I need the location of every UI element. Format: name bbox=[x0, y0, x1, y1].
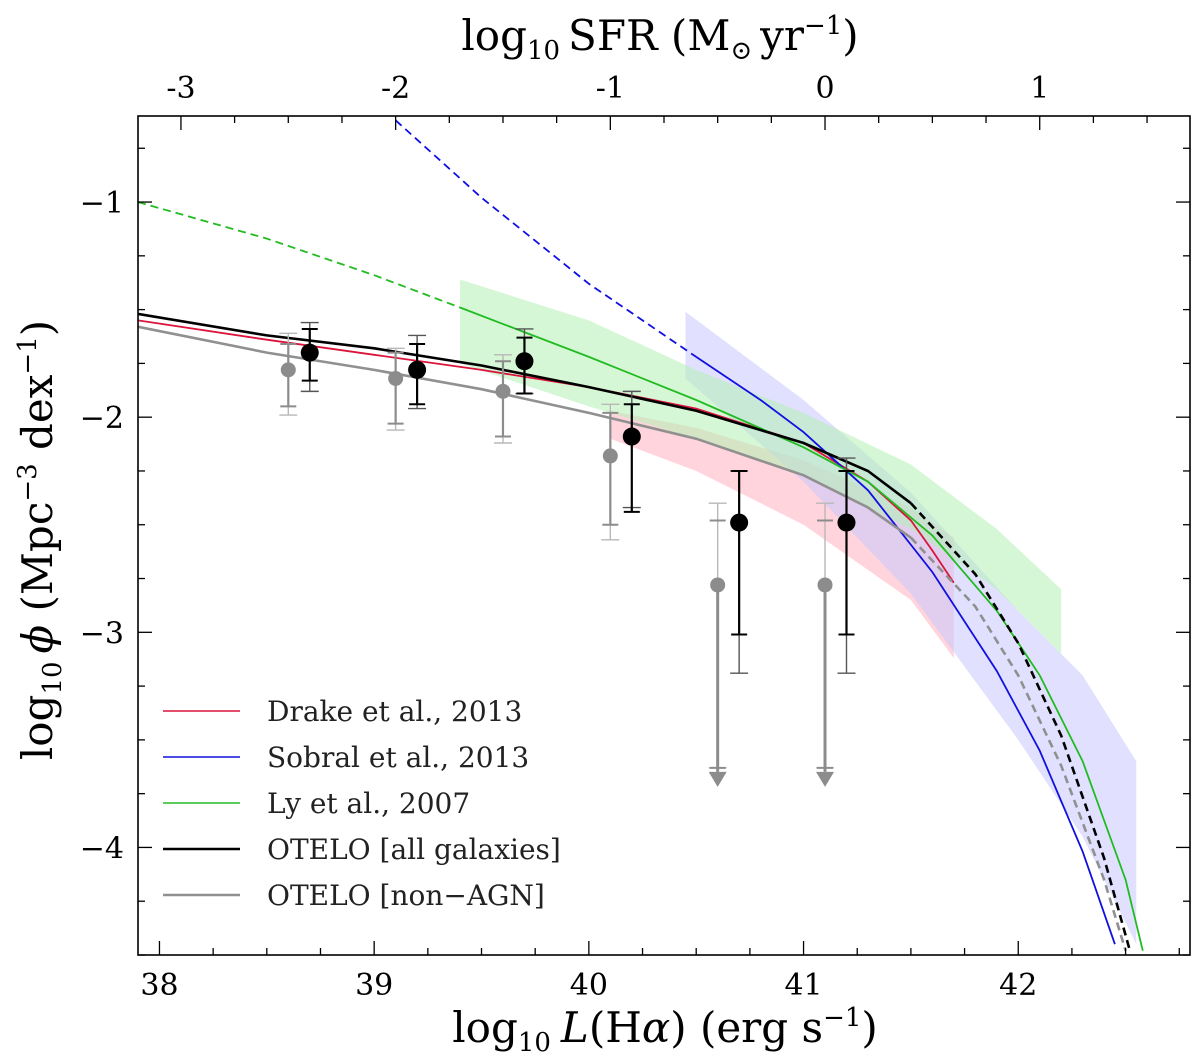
legend-label-sobral-et-al-2013: Sobral et al., 2013 bbox=[267, 741, 529, 774]
curve-dashed-ly-et-al-2007 bbox=[138, 201, 461, 309]
data-point-nonagn-6 bbox=[280, 362, 296, 378]
data-point-nonagn-7 bbox=[388, 370, 404, 386]
top-tick-label-1: -2 bbox=[381, 71, 410, 106]
data-point-all-5 bbox=[837, 513, 856, 532]
x-tick-label-42: 42 bbox=[999, 968, 1037, 1003]
curve-dashed-sobral-et-al-2013 bbox=[394, 119, 697, 358]
data-point-nonagn-11-upper-limit-arrow bbox=[816, 771, 835, 787]
curve-sobral-et-al-2013 bbox=[695, 356, 1116, 945]
top-axis-title: log10 SFR (M⊙ yr−1) bbox=[461, 11, 858, 66]
top-tick-label-0: -3 bbox=[166, 71, 195, 106]
x-axis-title: log10 L(Hα) (erg s−1) bbox=[452, 1003, 878, 1058]
data-point-all-2 bbox=[515, 352, 534, 371]
legend-label-otelo-all-galaxies: OTELO [all galaxies] bbox=[267, 833, 561, 866]
top-tick-label-3: 0 bbox=[815, 71, 834, 106]
x-tick-label-41: 41 bbox=[784, 968, 822, 1003]
y-tick-label-3: −4 bbox=[80, 831, 124, 866]
data-point-nonagn-10-upper-limit-arrow bbox=[708, 771, 727, 787]
x-tick-label-40: 40 bbox=[570, 968, 608, 1003]
curve-drake-et-al-2013 bbox=[138, 319, 955, 584]
data-points bbox=[279, 321, 856, 787]
curve-ly-et-al-2007 bbox=[459, 306, 1144, 951]
top-tick-label-4: 1 bbox=[1030, 71, 1049, 106]
data-point-all-4 bbox=[730, 513, 749, 532]
legend-label-otelo-non-agn: OTELO [non−AGN] bbox=[267, 879, 545, 912]
legend-label-drake-et-al-2013: Drake et al., 2013 bbox=[267, 695, 522, 728]
data-point-all-1 bbox=[408, 360, 427, 379]
top-tick-label-2: -1 bbox=[596, 71, 625, 106]
legend: Drake et al., 2013 Sobral et al., 2013 Ly … bbox=[163, 695, 561, 912]
data-point-nonagn-8 bbox=[495, 383, 511, 399]
curve-dashed-otelo-all-galaxies bbox=[909, 502, 1132, 952]
curve-dashed-otelo-non-agn bbox=[909, 536, 1127, 952]
x-tick-label-38: 38 bbox=[140, 968, 178, 1003]
data-point-all-3 bbox=[622, 427, 641, 446]
plot-frame bbox=[137, 115, 1191, 956]
data-point-nonagn-10 bbox=[710, 577, 726, 593]
confidence-bands bbox=[460, 279, 1137, 945]
y-tick-label-1: −2 bbox=[80, 401, 124, 436]
data-point-nonagn-9 bbox=[602, 448, 618, 464]
axis-tick-labels: 38 39 40 41 42 −1 −2 −3 −4 -3 -2 -1 0 1 bbox=[80, 71, 1049, 1003]
data-point-nonagn-11 bbox=[817, 577, 833, 593]
band-ly-et-al-2007 bbox=[460, 279, 1062, 654]
legend-label-ly-et-al-2007: Ly et al., 2007 bbox=[267, 787, 470, 820]
data-point-all-0 bbox=[300, 343, 319, 362]
y-tick-label-0: −1 bbox=[80, 186, 124, 221]
x-tick-label-39: 39 bbox=[355, 968, 393, 1003]
y-tick-label-2: −3 bbox=[80, 616, 124, 651]
axis-ticks bbox=[138, 116, 1190, 956]
y-axis-title: log10ϕ (Mpc−3 dex−1) bbox=[13, 320, 68, 760]
